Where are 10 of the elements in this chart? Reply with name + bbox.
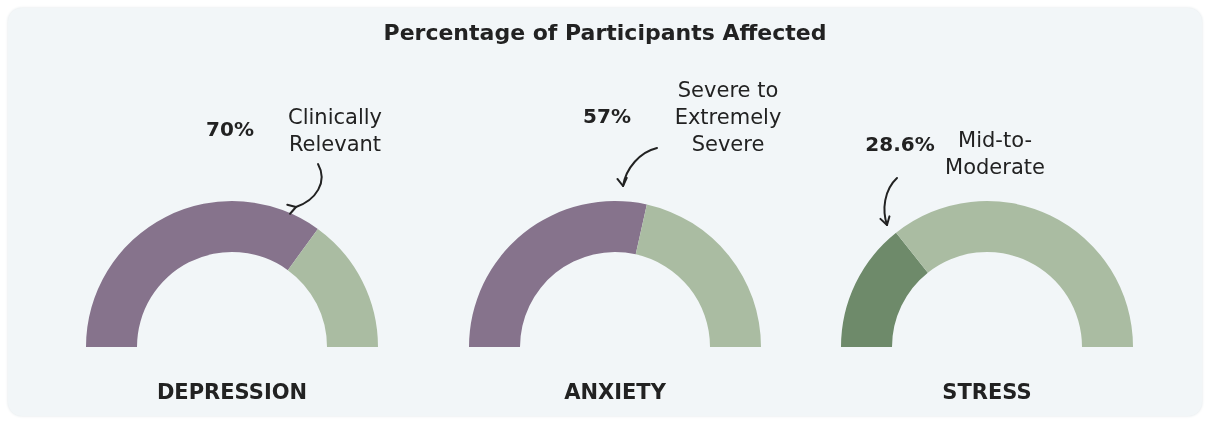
data-label: 57% [583,104,631,128]
data-label: 28.6% [865,132,935,156]
text: ANXIETY [564,380,667,404]
chart-title: Percentage of Participants Affected [382,20,828,45]
data-label: 70% [206,117,254,141]
slice-label: Severe to Extremely Severe [674,78,782,156]
slice-label: Clinically Relevant [288,105,382,156]
text: STRESS [942,380,1032,404]
slice-label: Mid-to-Moderate [945,128,1045,179]
text: DEPRESSION [156,380,308,404]
